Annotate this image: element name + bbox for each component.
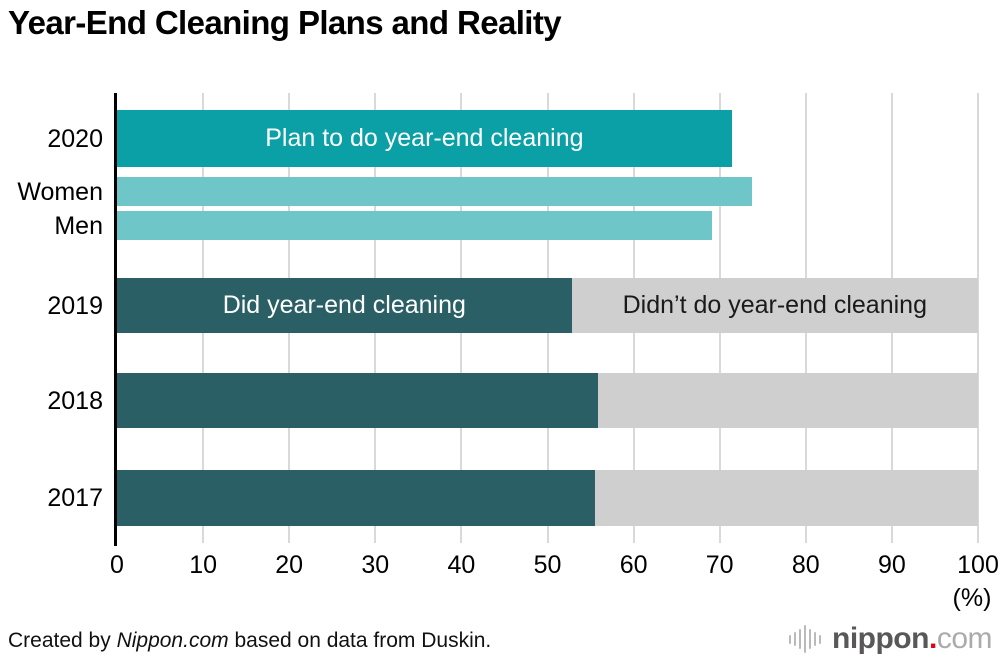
bar-label-2019: Did year-end cleaning bbox=[222, 291, 466, 319]
bar-plan_sub-Men bbox=[117, 211, 712, 240]
soundwave-bar bbox=[803, 625, 806, 653]
row-label-Women: Women bbox=[17, 177, 103, 206]
row-label-2019: 2019 bbox=[47, 291, 103, 320]
x-axis-unit-label: (%) bbox=[952, 584, 992, 612]
bar-plan-2020: Plan to do year-end cleaning bbox=[117, 110, 732, 167]
row-label-2020: 2020 bbox=[47, 124, 103, 153]
y-axis-line bbox=[114, 93, 117, 546]
bar-remainder-label-2019: Didn’t do year-end cleaning bbox=[622, 291, 927, 319]
credit-prefix: Created by bbox=[8, 629, 117, 652]
bar-plan_sub-Women bbox=[117, 177, 752, 206]
bar-did-2018 bbox=[117, 373, 599, 428]
x-tick-50: 50 bbox=[533, 551, 562, 579]
x-tick-60: 60 bbox=[619, 551, 648, 579]
chart-title: Year-End Cleaning Plans and Reality bbox=[8, 4, 562, 41]
soundwave-bar bbox=[793, 632, 796, 646]
soundwave-bar bbox=[813, 632, 816, 646]
bar-remainder-2019: Didn’t do year-end cleaning bbox=[571, 278, 978, 333]
x-tick-40: 40 bbox=[447, 551, 476, 579]
x-tick-0: 0 bbox=[110, 551, 124, 579]
logo-text-tld: com bbox=[936, 622, 993, 655]
credit-source: Nippon.com bbox=[116, 629, 229, 652]
x-tick-100: 100 bbox=[957, 551, 999, 579]
x-tick-80: 80 bbox=[791, 551, 820, 579]
nippon-logo: nippon.com bbox=[788, 618, 993, 660]
soundwave-bar bbox=[788, 634, 791, 644]
x-tick-30: 30 bbox=[361, 551, 390, 579]
x-tick-70: 70 bbox=[705, 551, 734, 579]
soundwave-icon bbox=[788, 624, 821, 654]
row-label-2018: 2018 bbox=[47, 386, 103, 415]
logo-red-dot: . bbox=[928, 622, 937, 655]
x-tick-90: 90 bbox=[877, 551, 906, 579]
bar-did-2017 bbox=[117, 470, 595, 526]
soundwave-bar bbox=[818, 634, 821, 644]
bar-remainder-2017 bbox=[594, 470, 978, 526]
bar-did-2019: Did year-end cleaning bbox=[117, 278, 572, 333]
gridline-100 bbox=[977, 93, 979, 543]
row-label-Men: Men bbox=[54, 211, 103, 240]
x-tick-10: 10 bbox=[189, 551, 217, 579]
soundwave-bar bbox=[798, 629, 801, 649]
soundwave-bar bbox=[808, 629, 811, 649]
bar-remainder-2018 bbox=[598, 373, 978, 428]
credit-text: Created by Nippon.com based on data from… bbox=[8, 629, 491, 653]
x-tick-20: 20 bbox=[275, 551, 304, 579]
bar-label-2020: Plan to do year-end cleaning bbox=[265, 124, 584, 152]
credit-suffix: based on data from Duskin. bbox=[228, 629, 492, 652]
row-label-2017: 2017 bbox=[47, 484, 103, 512]
nippon-logo-text: nippon.com bbox=[832, 622, 993, 655]
logo-text-main: nippon bbox=[832, 622, 929, 655]
